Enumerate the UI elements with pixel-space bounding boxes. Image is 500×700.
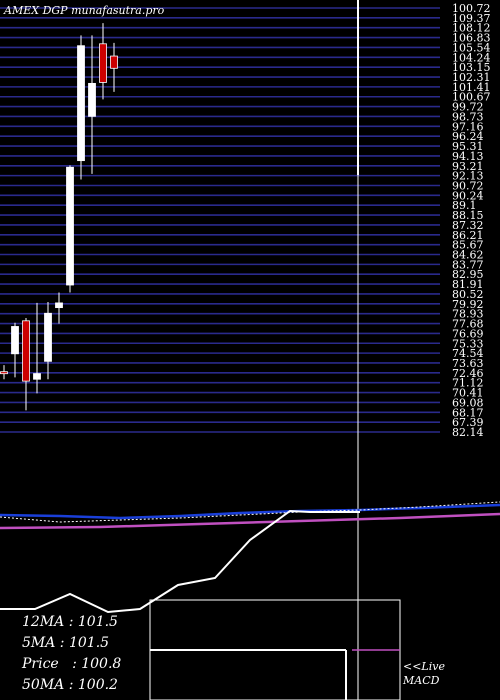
y-tick-label: 74.54 <box>452 347 484 360</box>
y-tick-label: 108.12 <box>452 22 491 35</box>
y-tick-label: 73.63 <box>452 357 484 370</box>
y-tick-label: 89.1 <box>452 199 477 212</box>
y-tick-label: 96.24 <box>452 130 484 143</box>
chart-title: AMEX DGP munafasutra.pro <box>4 4 164 17</box>
macd-label: <<Live MACD <box>403 660 445 688</box>
y-tick-label: 95.31 <box>452 140 484 153</box>
y-tick-label: 90.24 <box>452 189 484 202</box>
y-tick-label: 67.39 <box>452 416 484 429</box>
ma12-value: 12MA : 101.5 <box>22 614 118 630</box>
y-tick-label: 82.95 <box>452 268 484 281</box>
y-tick-label: 83.77 <box>452 258 484 271</box>
y-tick-label: 100.72 <box>452 2 491 15</box>
y-tick-label: 69.08 <box>452 396 484 409</box>
price-value: Price : 100.8 <box>22 656 122 672</box>
y-tick-label: 78.93 <box>452 308 484 321</box>
candle-down <box>110 55 118 69</box>
site-label: munafasutra.pro <box>71 4 165 17</box>
y-tick-label: 71.12 <box>452 377 484 390</box>
macd-title-text: MACD <box>403 674 440 687</box>
price-gridlines <box>0 7 440 433</box>
candle-up <box>11 326 19 355</box>
y-tick-label: 97.16 <box>452 120 484 133</box>
y-tick-label: 76.69 <box>452 327 484 340</box>
y-tick-label: 99.72 <box>452 101 484 114</box>
y-tick-label: 94.13 <box>452 150 484 163</box>
y-tick-label: 86.21 <box>452 229 484 242</box>
ma50-value: 50MA : 100.2 <box>22 677 118 693</box>
macd-line <box>0 509 360 614</box>
y-tick-label: 92.13 <box>452 170 484 183</box>
y-tick-label: 79.92 <box>452 298 484 311</box>
y-tick-label: 87.32 <box>452 219 484 232</box>
symbol-label: DGP <box>42 4 68 17</box>
y-tick-label: 105.54 <box>452 41 491 54</box>
candle-up <box>66 166 74 286</box>
candle-down <box>0 371 8 375</box>
candle-up <box>55 302 63 309</box>
y-tick-label: 70.41 <box>452 387 484 400</box>
candlesticks <box>0 23 118 411</box>
y-tick-label: 98.73 <box>452 110 484 123</box>
y-tick-label: 104.24 <box>452 51 491 64</box>
moving-average-readout: 12MA : 101.5 5MA : 101.5 Price : 100.8 5… <box>22 612 121 696</box>
y-tick-label: 72.46 <box>452 367 484 380</box>
ma5-value: 5MA : 101.5 <box>22 635 110 651</box>
ma-pink-line <box>0 512 500 530</box>
y-tick-label: 106.83 <box>452 32 491 45</box>
y-tick-label: 68.17 <box>452 406 484 419</box>
y-tick-label: 80.52 <box>452 288 484 301</box>
y-tick-label: 77.68 <box>452 318 484 331</box>
candle-down <box>99 43 107 83</box>
y-tick-label: 84.62 <box>452 249 484 262</box>
candle-down <box>22 320 30 382</box>
y-tick-label: 103.15 <box>452 61 491 74</box>
candle-up <box>88 82 96 117</box>
y-tick-label: 88.15 <box>452 209 484 222</box>
macd-panel <box>0 509 401 700</box>
y-tick-label: 90.72 <box>452 179 484 192</box>
y-tick-label: 100.67 <box>452 91 491 104</box>
y-tick-label: 82.14 <box>452 426 484 439</box>
y-tick-label: 75.33 <box>452 337 484 350</box>
y-tick-label: 101.41 <box>452 81 491 94</box>
exchange-label: AMEX <box>4 4 40 17</box>
y-tick-label: 109.37 <box>452 12 491 25</box>
y-tick-label: 81.91 <box>452 278 484 291</box>
ma-blue-line <box>0 503 500 520</box>
candle-up <box>77 45 85 162</box>
candle-up <box>44 312 52 362</box>
candle-up <box>33 373 41 380</box>
y-axis-labels: 100.72109.37108.12106.83105.54104.24103.… <box>452 2 491 439</box>
y-tick-label: 102.31 <box>452 71 491 84</box>
y-tick-label: 85.67 <box>452 239 484 252</box>
ma-dotted-line <box>0 501 500 523</box>
macd-live-text: <<Live <box>403 660 445 673</box>
y-tick-label: 93.21 <box>452 160 484 173</box>
moving-average-panel <box>0 501 500 530</box>
